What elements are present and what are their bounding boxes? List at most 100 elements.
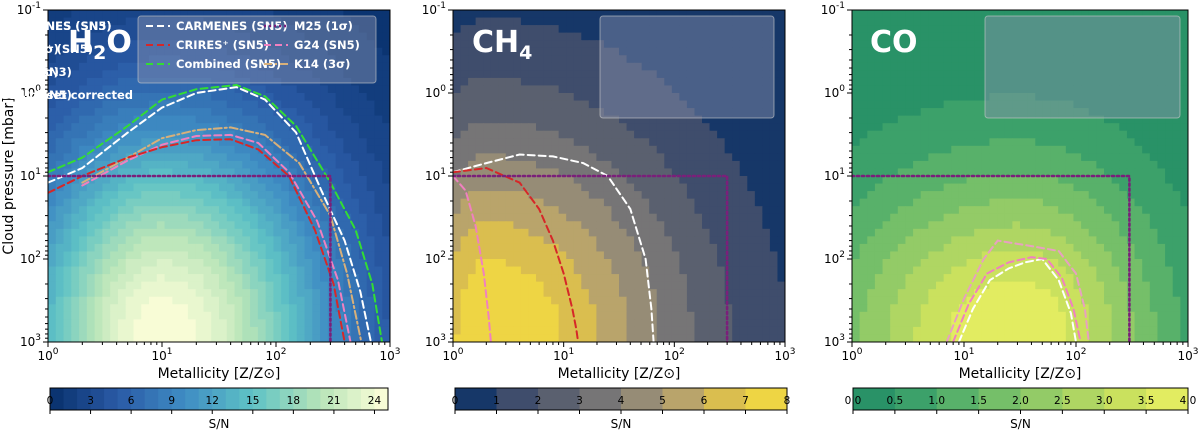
heatmap-cell	[732, 85, 741, 94]
heatmap-cell	[762, 10, 771, 19]
heatmap-cell	[634, 47, 643, 56]
heatmap-cell	[671, 70, 680, 79]
heatmap-cell	[649, 281, 658, 290]
heatmap-cell	[897, 85, 907, 94]
heatmap-cell	[133, 160, 142, 170]
heatmap-cell	[141, 183, 150, 192]
heatmap-cell	[117, 259, 127, 268]
heatmap-cell	[747, 40, 756, 49]
heatmap-cell	[717, 281, 726, 290]
heatmap-cell	[747, 274, 756, 283]
heatmap-cell	[656, 77, 665, 87]
heatmap-cell	[709, 115, 718, 124]
heatmap-cell	[1050, 93, 1059, 102]
heatmap-cell	[141, 206, 150, 215]
heatmap-cell	[596, 334, 605, 342]
heatmap-cell	[603, 138, 613, 147]
heatmap-cell	[634, 108, 643, 117]
heatmap-cell	[63, 259, 72, 268]
heatmap-cell	[997, 123, 1006, 132]
heatmap-cell	[1012, 115, 1021, 124]
heatmap-cell	[226, 304, 236, 313]
heatmap-cell	[304, 191, 313, 200]
heatmap-cell	[943, 130, 952, 139]
heatmap-cell	[626, 93, 635, 102]
heatmap-cell	[343, 296, 352, 305]
heatmap-cell	[882, 10, 891, 19]
heatmap-cell	[48, 296, 57, 305]
heatmap-cell	[172, 251, 181, 260]
heatmap-cell	[296, 115, 306, 124]
heatmap-cell	[732, 334, 741, 342]
heatmap-cell	[596, 145, 605, 154]
heatmap-cell	[273, 281, 282, 290]
heatmap-cell	[626, 145, 635, 154]
heatmap-cell	[382, 108, 390, 117]
heatmap-cell	[94, 32, 104, 41]
heatmap-cell	[739, 40, 748, 49]
heatmap-cell	[611, 304, 620, 313]
heatmap-cell	[702, 274, 711, 283]
heatmap-cell	[724, 266, 733, 275]
heatmap-cell	[250, 138, 259, 147]
heatmap-cell	[180, 70, 189, 79]
heatmap-cell	[520, 274, 530, 283]
heatmap-cell	[1172, 138, 1181, 147]
heatmap-cell	[603, 319, 613, 328]
heatmap-cell	[180, 17, 189, 26]
heatmap-cell	[343, 206, 352, 215]
heatmap-cell	[203, 168, 212, 177]
heatmap-cell	[172, 304, 181, 313]
heatmap-cell	[1104, 85, 1113, 94]
heatmap-cell	[769, 153, 779, 162]
heatmap-cell	[110, 100, 119, 109]
heatmap-cell	[513, 281, 522, 290]
heatmap-cell	[754, 138, 763, 147]
heatmap-cell	[226, 55, 236, 64]
heatmap-cell	[679, 168, 688, 177]
heatmap-cell	[48, 100, 57, 109]
heatmap-cell	[1004, 17, 1013, 26]
heatmap-cell	[694, 123, 703, 132]
heatmap-cell	[48, 266, 57, 275]
heatmap-cell	[551, 266, 560, 275]
heatmap-cell	[686, 228, 696, 237]
heatmap-cell	[543, 145, 552, 154]
heatmap-cell	[195, 311, 205, 320]
heatmap-cell	[460, 130, 469, 139]
heatmap-cell	[588, 10, 597, 19]
heatmap-cell	[997, 115, 1006, 124]
heatmap-cell	[536, 259, 545, 268]
heatmap-cell	[141, 77, 150, 87]
heatmap-cell	[664, 70, 673, 79]
heatmap-cell	[327, 266, 337, 275]
colorbar-segment	[621, 388, 663, 410]
heatmap-cell	[936, 85, 945, 94]
heatmap-cell	[859, 25, 868, 34]
heatmap-cell	[141, 138, 150, 147]
heatmap-cell	[641, 236, 650, 245]
heatmap-cell	[536, 326, 545, 336]
heatmap-cell	[490, 289, 499, 298]
heatmap-cell	[281, 153, 290, 162]
heatmap-cell	[366, 47, 376, 56]
heatmap-cell	[989, 10, 998, 19]
heatmap-cell	[1119, 93, 1128, 102]
heatmap-cell	[543, 168, 552, 177]
heatmap-cell	[1111, 100, 1120, 109]
heatmap-cell	[874, 145, 884, 154]
heatmap-cell	[1073, 17, 1082, 26]
heatmap-cell	[242, 176, 251, 185]
heatmap-cell	[156, 191, 166, 200]
heatmap-cell	[596, 259, 605, 268]
heatmap-cell	[656, 319, 665, 328]
heatmap-cell	[626, 47, 635, 56]
heatmap-cell	[732, 296, 741, 305]
heatmap-cell	[110, 319, 119, 328]
heatmap-cell	[203, 221, 212, 230]
heatmap-cell	[468, 130, 477, 139]
heatmap-cell	[312, 153, 321, 162]
heatmap-cell	[133, 153, 142, 162]
heatmap-cell	[86, 115, 96, 124]
heatmap-cell	[48, 326, 57, 336]
